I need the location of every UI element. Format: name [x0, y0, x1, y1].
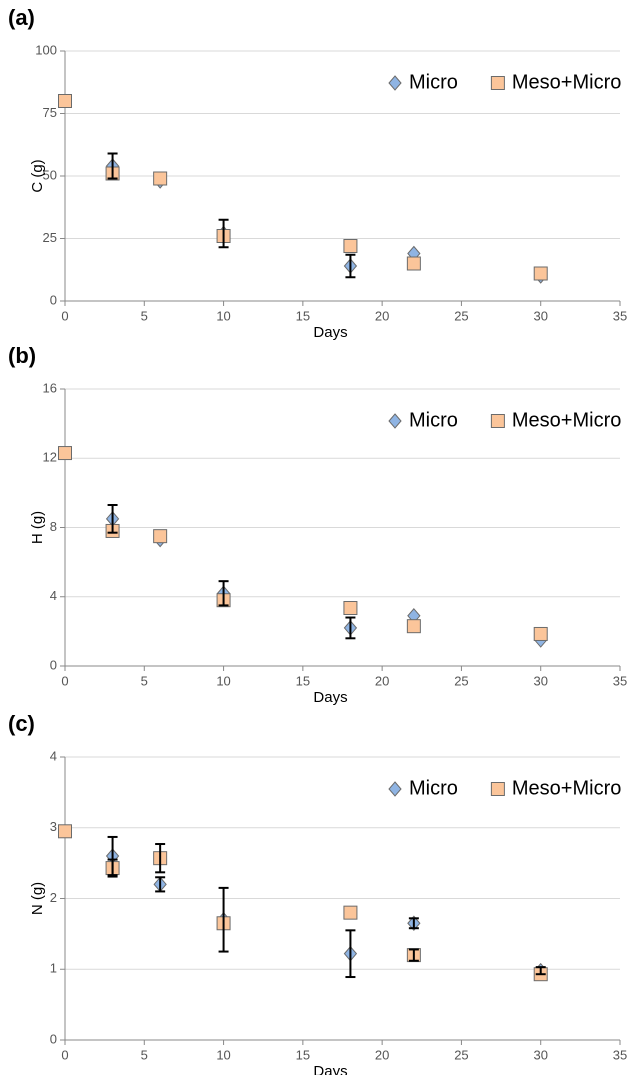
x-axis-label: Days: [313, 1063, 347, 1075]
y-tick-label: 0: [50, 292, 57, 307]
data-point: [406, 619, 421, 634]
x-tick-label: 10: [216, 1047, 230, 1062]
data-point: [153, 171, 168, 186]
x-tick-label: 15: [296, 1047, 310, 1062]
legend-label: Meso+Micro: [512, 409, 621, 431]
x-tick-label: 35: [613, 1047, 627, 1062]
x-tick-label: 25: [454, 1047, 468, 1062]
x-tick-label: 20: [375, 308, 389, 323]
data-point: [58, 446, 72, 461]
x-tick-label: 0: [61, 673, 68, 688]
y-axis-label: H (g): [29, 511, 46, 544]
legend-label: Meso+Micro: [512, 777, 621, 799]
y-tick-label: 16: [43, 380, 57, 395]
x-tick-label: 35: [613, 673, 627, 688]
x-tick-label: 20: [375, 673, 389, 688]
panel-label: (a): [8, 5, 35, 30]
legend-marker: [490, 782, 505, 796]
y-tick-label: 12: [43, 450, 57, 465]
y-tick-label: 2: [50, 890, 57, 905]
data-point: [533, 626, 548, 641]
y-tick-label: 100: [35, 42, 57, 57]
x-tick-label: 10: [216, 673, 230, 688]
y-tick-label: 0: [50, 657, 57, 672]
legend-marker: [388, 413, 402, 429]
x-axis-label: Days: [313, 689, 347, 706]
legend-marker: [388, 75, 402, 91]
data-point: [58, 824, 72, 839]
legend-label: Meso+Micro: [512, 71, 621, 93]
y-tick-label: 3: [50, 819, 57, 834]
legend-marker: [490, 76, 505, 90]
panel-label: (b): [8, 343, 36, 368]
data-point: [343, 601, 358, 616]
y-tick-label: 0: [50, 1031, 57, 1046]
x-tick-label: 25: [454, 673, 468, 688]
y-axis-label: C (g): [29, 159, 46, 192]
x-tick-label: 0: [61, 1047, 68, 1062]
y-tick-label: 8: [50, 519, 57, 534]
y-tick-label: 25: [43, 230, 57, 245]
data-point: [343, 905, 358, 920]
x-tick-label: 20: [375, 1047, 389, 1062]
x-tick-label: 30: [533, 308, 547, 323]
legend-label: Micro: [409, 409, 458, 431]
y-tick-label: 4: [50, 588, 57, 603]
x-axis-label: Days: [313, 324, 347, 341]
data-point: [58, 94, 72, 108]
y-axis-label: N (g): [29, 882, 46, 915]
x-tick-label: 5: [141, 673, 148, 688]
legend-marker: [490, 414, 505, 428]
data-point: [533, 266, 548, 281]
x-tick-label: 5: [141, 308, 148, 323]
x-tick-label: 30: [533, 1047, 547, 1062]
data-point: [406, 256, 421, 271]
panel-label: (c): [8, 711, 35, 736]
x-tick-label: 25: [454, 308, 468, 323]
data-point: [343, 239, 358, 253]
x-tick-label: 15: [296, 308, 310, 323]
y-tick-label: 75: [43, 105, 57, 120]
data-point: [153, 529, 168, 544]
x-tick-label: 15: [296, 673, 310, 688]
legend-label: Micro: [409, 71, 458, 93]
x-tick-label: 5: [141, 1047, 148, 1062]
x-tick-label: 30: [533, 673, 547, 688]
x-tick-label: 0: [61, 308, 68, 323]
x-tick-label: 10: [216, 308, 230, 323]
legend-label: Micro: [409, 777, 458, 799]
y-tick-label: 1: [50, 961, 57, 976]
y-tick-label: 4: [50, 748, 57, 763]
x-tick-label: 35: [613, 308, 627, 323]
legend-marker: [388, 781, 402, 797]
y-tick-label: 50: [43, 167, 57, 182]
